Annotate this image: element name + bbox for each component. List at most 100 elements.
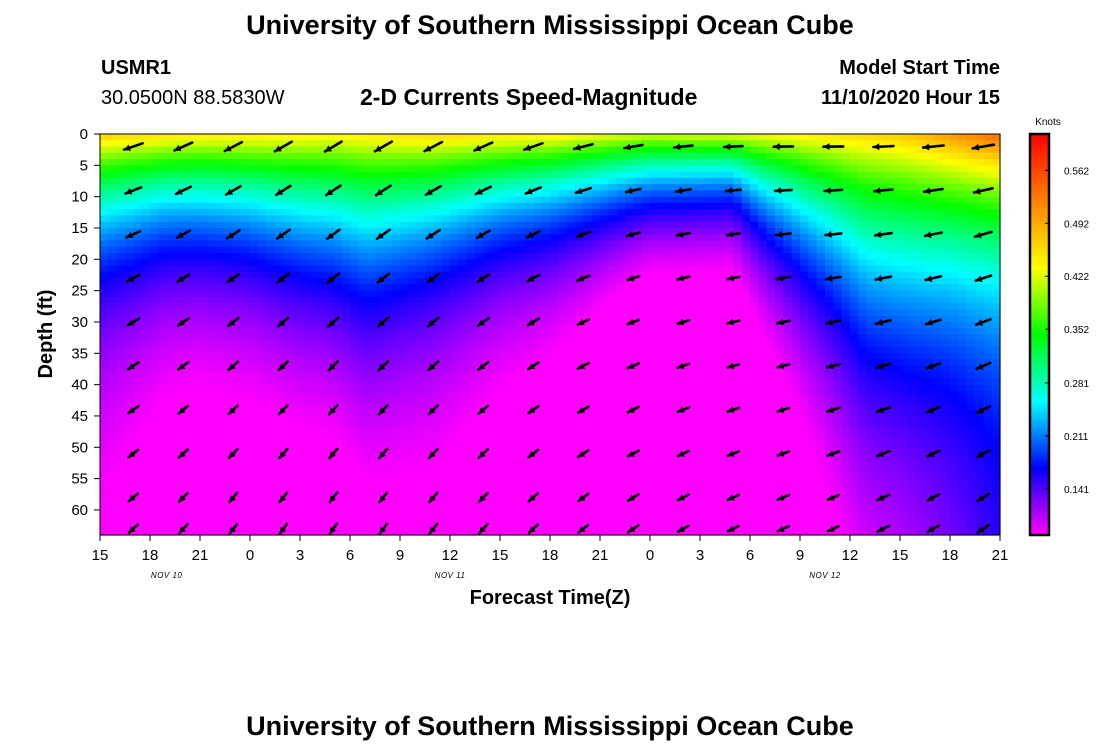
heatmap-cell: [458, 384, 468, 392]
heatmap-cell: [408, 246, 418, 254]
heatmap-cell: [525, 503, 534, 511]
heatmap-cell: [316, 503, 326, 511]
heatmap-cell: [158, 190, 168, 198]
heatmap-cell: [408, 422, 418, 430]
heatmap-cell: [641, 165, 651, 173]
heatmap-cell: [133, 265, 143, 273]
heatmap-cell: [500, 321, 509, 329]
heatmap-cell: [741, 246, 751, 254]
heatmap-cell: [358, 347, 368, 354]
heatmap-cell: [400, 478, 409, 486]
heatmap-cell: [650, 171, 659, 179]
heatmap-cell: [375, 296, 384, 304]
heatmap-cell: [583, 390, 593, 398]
heatmap-cell: [425, 253, 434, 260]
heatmap-cell: [341, 378, 351, 386]
heatmap-cell: [583, 146, 593, 154]
heatmap-cell: [166, 265, 176, 273]
heatmap-cell: [600, 497, 609, 505]
heatmap-cell: [316, 309, 326, 317]
heatmap-cell: [375, 152, 384, 160]
heatmap-cell: [416, 409, 426, 417]
heatmap-cell: [608, 409, 618, 417]
heatmap-cell: [683, 209, 693, 217]
heatmap-cell: [583, 134, 593, 141]
heatmap-cell: [408, 296, 418, 304]
heatmap-cell: [658, 453, 668, 461]
heatmap-cell: [533, 397, 543, 405]
heatmap-cell: [600, 234, 609, 242]
heatmap-cell: [441, 134, 451, 141]
heatmap-cell: [116, 472, 126, 480]
heatmap-cell: [516, 347, 526, 354]
heatmap-cell: [708, 353, 718, 361]
heatmap-cell: [641, 315, 651, 323]
heatmap-cell: [441, 347, 451, 354]
heatmap-cell: [441, 441, 451, 448]
heatmap-cell: [333, 265, 343, 273]
heatmap-cell: [466, 190, 476, 198]
heatmap-cell: [366, 271, 376, 279]
heatmap-cell: [383, 177, 393, 185]
heatmap-cell: [466, 497, 476, 505]
heatmap-cell: [591, 253, 601, 260]
heatmap-cell: [108, 340, 118, 348]
heatmap-cell: [625, 159, 634, 166]
heatmap-cell: [333, 196, 343, 204]
heatmap-cell: [108, 253, 118, 260]
heatmap-cell: [258, 491, 268, 499]
heatmap-cell: [300, 528, 309, 536]
heatmap-cell: [591, 378, 601, 386]
heatmap-cell: [316, 290, 326, 298]
heatmap-cell: [433, 246, 443, 254]
heatmap-cell: [308, 284, 318, 292]
heatmap-cell: [350, 209, 359, 217]
heatmap-cell: [491, 196, 501, 204]
heatmap-cell: [425, 221, 434, 229]
heatmap-cell: [291, 403, 301, 411]
heatmap-cell: [541, 202, 551, 210]
heatmap-cell: [191, 171, 201, 179]
heatmap-cell: [125, 347, 134, 354]
heatmap-cell: [608, 303, 618, 311]
heatmap-cell: [366, 284, 376, 292]
heatmap-cell: [616, 447, 626, 455]
heatmap-cell: [150, 221, 159, 229]
heatmap-cell: [250, 328, 259, 336]
heatmap-cell: [158, 365, 168, 373]
heatmap-cell: [566, 497, 576, 505]
heatmap-cell: [283, 497, 293, 505]
heatmap-cell: [541, 441, 551, 448]
heatmap-cell: [508, 372, 518, 379]
heatmap-cell: [491, 378, 501, 386]
heatmap-cell: [208, 321, 218, 329]
heatmap-cell: [150, 328, 159, 336]
heatmap-cell: [591, 177, 601, 185]
heatmap-cell: [166, 403, 176, 411]
heatmap-cell: [275, 397, 284, 405]
heatmap-cell: [358, 221, 368, 229]
heatmap-cell: [675, 159, 684, 166]
heatmap-cell: [508, 347, 518, 354]
heatmap-cell: [475, 340, 484, 348]
heatmap-cell: [658, 390, 668, 398]
heatmap-cell: [433, 146, 443, 154]
heatmap-cell: [366, 372, 376, 379]
heatmap-cell: [291, 253, 301, 260]
heatmap-cell: [116, 372, 126, 379]
heatmap-cell: [358, 140, 368, 148]
heatmap-cell: [583, 284, 593, 292]
heatmap-cell: [100, 415, 109, 423]
heatmap-cell: [291, 227, 301, 235]
heatmap-cell: [108, 146, 118, 154]
heatmap-cell: [266, 165, 276, 173]
heatmap-cell: [525, 202, 534, 210]
heatmap-cell: [675, 422, 684, 430]
heatmap-cell: [175, 171, 184, 179]
heatmap-cell: [166, 522, 176, 530]
heatmap-cell: [100, 265, 109, 273]
heatmap-cell: [133, 309, 143, 317]
heatmap-cell: [641, 372, 651, 379]
heatmap-cell: [566, 246, 576, 254]
heatmap-cell: [616, 334, 626, 342]
